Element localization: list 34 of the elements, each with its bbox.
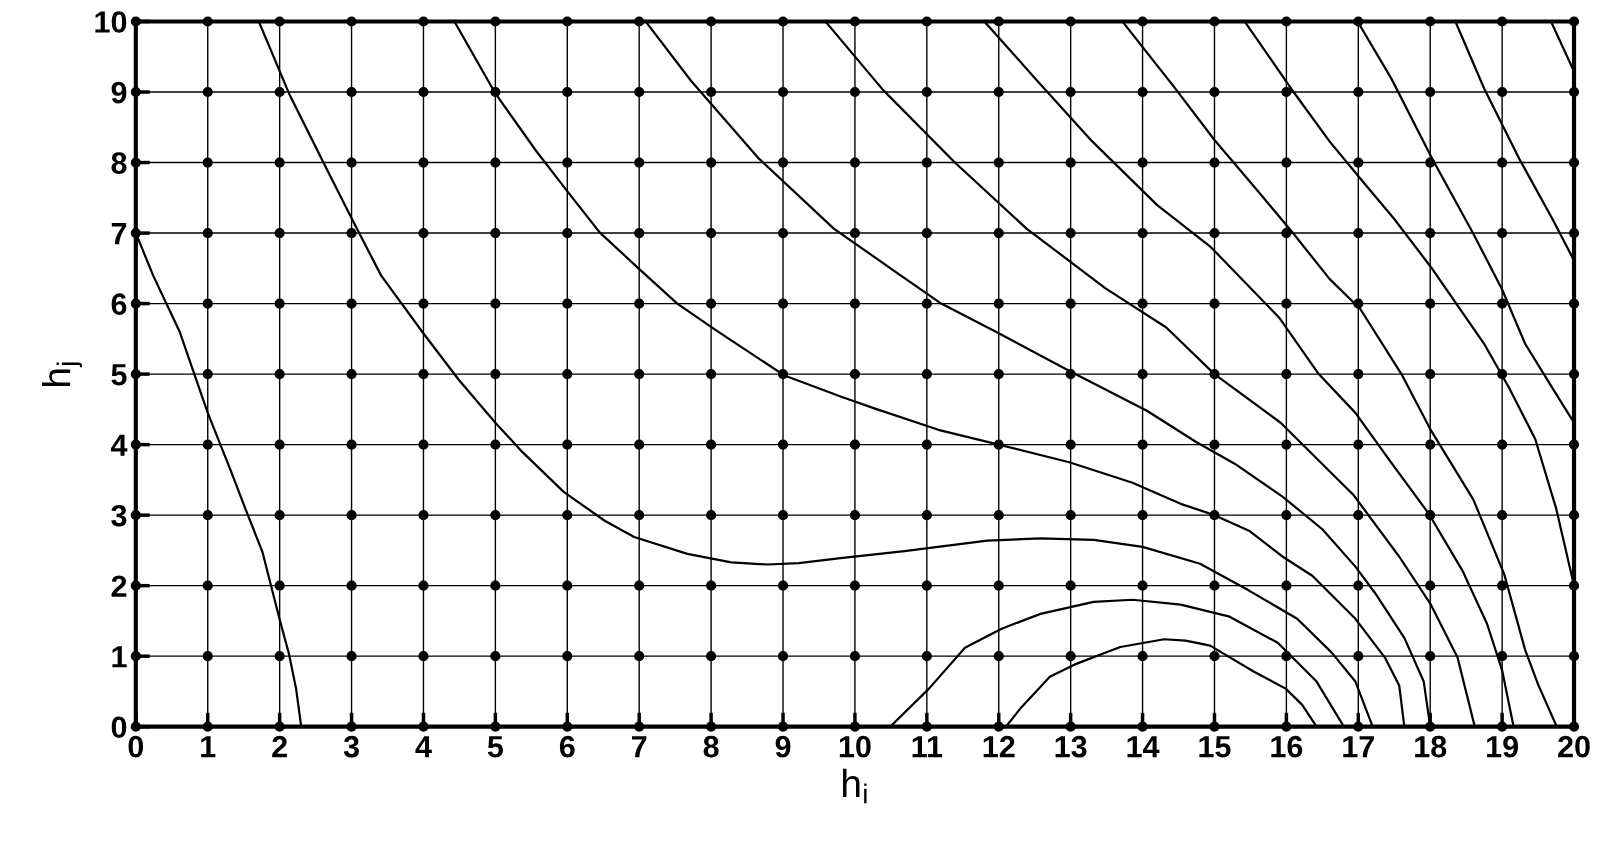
y-tick-label: 5 xyxy=(111,364,127,386)
x-tick-label: 7 xyxy=(632,736,647,758)
x-tick-label: 15 xyxy=(1199,736,1231,758)
x-tick-label: 12 xyxy=(983,735,1015,758)
y-tick-label: 7 xyxy=(111,223,127,245)
y-tick-label: 1 xyxy=(112,646,127,668)
x-tick-label: 1 xyxy=(201,736,216,758)
y-tick-label: 4 xyxy=(110,434,128,456)
x-tick-label: 19 xyxy=(1487,735,1518,758)
y-tick-label: 10 xyxy=(95,11,127,33)
x-tick-label: 3 xyxy=(343,735,359,758)
x-tick-label: 18 xyxy=(1415,735,1447,758)
x-tick-label: 9 xyxy=(775,735,791,758)
x-tick-label: 2 xyxy=(272,735,287,758)
x-tick-label: 14 xyxy=(1127,736,1160,758)
x-tick-label: 5 xyxy=(487,736,504,758)
x-tick-label: 17 xyxy=(1343,736,1374,758)
x-tick-label: 11 xyxy=(912,736,943,758)
y-tick-label: 9 xyxy=(111,81,127,104)
x-tick-label: 4 xyxy=(415,736,432,758)
y-tick-label: 3 xyxy=(111,504,127,527)
x-tick-label: 10 xyxy=(839,735,871,758)
y-tick-label: 0 xyxy=(111,716,127,739)
x-tick-label: 16 xyxy=(1271,735,1303,758)
x-tick-label: 0 xyxy=(128,735,144,758)
x-tick-label: 6 xyxy=(559,735,575,758)
y-tick-label: 2 xyxy=(111,575,127,597)
y-axis-title: h$_{j}$ xyxy=(41,362,82,386)
y-tick-label: 8 xyxy=(111,152,127,174)
y-tick-label: 6 xyxy=(111,293,127,315)
x-tick-label: 13 xyxy=(1055,735,1087,758)
x-tick-label: 20 xyxy=(1558,735,1590,758)
x-tick-label: 8 xyxy=(703,735,719,758)
x-axis-title: h$_{i}$ xyxy=(843,768,867,804)
